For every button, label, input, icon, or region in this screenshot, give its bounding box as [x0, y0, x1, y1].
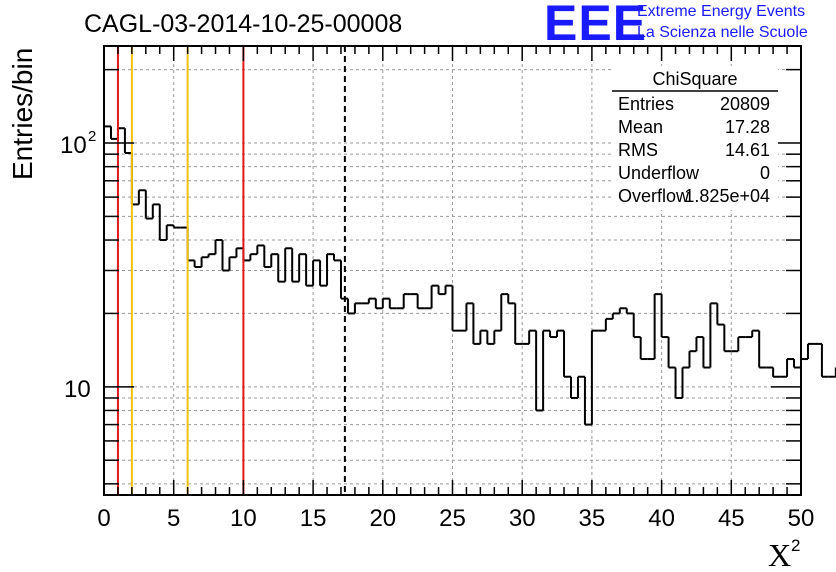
- stats-row-value: 17.28: [725, 117, 770, 137]
- x-tick-label: 25: [439, 505, 466, 532]
- x-tick-label: 10: [230, 505, 257, 532]
- logo-line1: Extreme Energy Events: [637, 3, 806, 20]
- y-tick-label-exponent: 2: [88, 128, 96, 145]
- y-tick-label: 10: [64, 376, 91, 403]
- x-axis-label-base: X: [768, 537, 791, 572]
- chart-title: CAGL-03-2014-10-25-00008: [84, 10, 403, 38]
- x-axis-label: X 2: [768, 536, 800, 572]
- stats-row-label: RMS: [618, 140, 658, 160]
- x-tick-label: 5: [167, 505, 180, 532]
- x-tick-label: 45: [718, 505, 745, 532]
- stats-row-value: 14.61: [725, 140, 770, 160]
- stats-row-value: 0: [760, 163, 770, 183]
- x-tick-label: 30: [509, 505, 536, 532]
- logo-line2: La Scienza nelle Scuole: [637, 24, 808, 41]
- stats-box: ChiSquare Entries 20809 Mean 17.28 RMS 14.61 Un…: [612, 66, 778, 210]
- y-axis-label: Entries/bin: [7, 48, 38, 180]
- x-tick-label: 20: [369, 505, 396, 532]
- eee-logo: EEE: [544, 0, 648, 51]
- stats-row-label: Mean: [618, 117, 663, 137]
- stats-row-value: 20809: [720, 94, 770, 114]
- y-tick-label: 10: [60, 132, 87, 159]
- stats-row-value: 1.825e+04: [684, 186, 770, 206]
- stats-row-label: Entries: [618, 94, 674, 114]
- stats-row-label: Overflow: [618, 186, 690, 206]
- stats-row-label: Underflow: [618, 163, 700, 183]
- x-tick-label: 40: [648, 505, 675, 532]
- x-axis: 0 5 10 15 20 25 30 35 40 45 50: [97, 46, 814, 532]
- stats-box-bg: [612, 66, 778, 210]
- stats-box-title: ChiSquare: [652, 69, 737, 89]
- x-tick-label: 50: [788, 505, 815, 532]
- x-axis-label-superscript: 2: [791, 536, 800, 555]
- x-tick-label: 0: [97, 505, 110, 532]
- x-tick-label: 35: [579, 505, 606, 532]
- x-tick-label: 15: [300, 505, 327, 532]
